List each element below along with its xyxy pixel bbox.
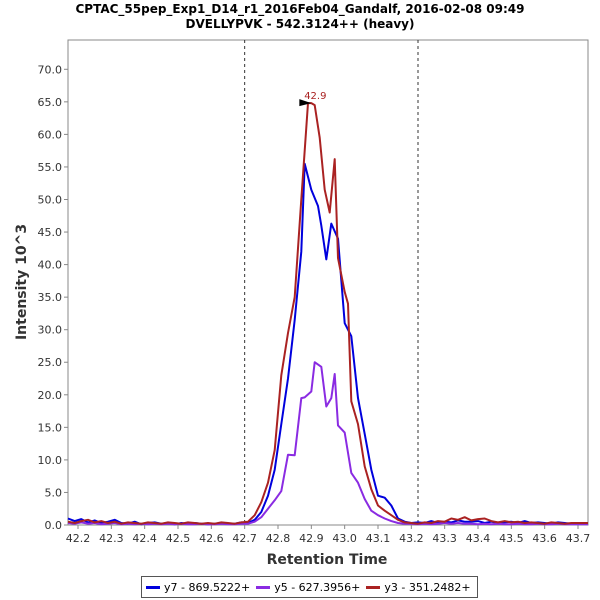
legend-swatch-y3 bbox=[366, 585, 381, 589]
y-tick-label: 0.0 bbox=[45, 519, 63, 532]
y-tick-label: 25.0 bbox=[38, 356, 63, 369]
peak-label: 42.9 bbox=[304, 91, 326, 102]
y-axis-ticks: 0.0 5.0 10.0 15.0 20.0 25.0 30.0 35.0 40.0 45.0 50… bbox=[38, 63, 68, 532]
legend-item-y5: y5 - 627.3956+ bbox=[256, 581, 360, 594]
y-tick-label: 55.0 bbox=[38, 161, 63, 174]
y-tick-label: 20.0 bbox=[38, 389, 63, 402]
y-tick-label: 10.0 bbox=[38, 454, 63, 467]
legend-label-y3: y3 - 351.2482+ bbox=[384, 580, 471, 594]
x-tick-label: 42.4 bbox=[132, 532, 157, 545]
x-tick-label: 43.1 bbox=[366, 532, 391, 545]
legend-item-y3: y3 - 351.2482+ bbox=[366, 580, 471, 594]
x-tick-label: 43.3 bbox=[432, 532, 457, 545]
legend-swatch-y5 bbox=[256, 585, 271, 589]
x-tick-label: 43.6 bbox=[532, 532, 557, 545]
x-tick-label: 43.5 bbox=[499, 532, 524, 545]
y-tick-label: 15.0 bbox=[38, 421, 63, 434]
chart-subtitle: DVELLYPVK - 542.3124++ (heavy) bbox=[185, 17, 415, 31]
x-tick-label: 42.6 bbox=[199, 532, 224, 545]
y-tick-label: 30.0 bbox=[38, 324, 63, 337]
legend-label-y7: y7 - 869.5222+ bbox=[164, 580, 251, 594]
peak-annotation-group: 42.9 bbox=[299, 91, 326, 107]
peak-marker-icon bbox=[299, 99, 312, 107]
y-tick-label: 60.0 bbox=[38, 128, 63, 141]
x-tick-label: 42.3 bbox=[99, 532, 124, 545]
x-tick-label: 42.7 bbox=[232, 532, 257, 545]
y-tick-label: 45.0 bbox=[38, 226, 63, 239]
x-tick-label: 42.8 bbox=[266, 532, 291, 545]
legend-item-y7: y7 - 869.5222+ bbox=[146, 581, 250, 594]
x-tick-label: 43.7 bbox=[566, 532, 591, 545]
y-tick-label: 65.0 bbox=[38, 96, 63, 109]
y-tick-label: 40.0 bbox=[38, 259, 63, 272]
x-tick-label: 43.2 bbox=[399, 532, 424, 545]
plot-area bbox=[67, 39, 589, 526]
y-tick-label: 5.0 bbox=[45, 486, 63, 499]
series-lines bbox=[67, 102, 588, 526]
x-tick-label: 42.9 bbox=[299, 532, 324, 545]
y-axis-label: Intensity 10^3 bbox=[14, 224, 30, 340]
legend: y7 - 869.5222+ y5 - 627.3956+ y3 - 351.2… bbox=[141, 576, 478, 598]
x-tick-label: 42.2 bbox=[66, 532, 91, 545]
legend-label-y5: y5 - 627.3956+ bbox=[274, 580, 361, 594]
series-line-y3 bbox=[67, 102, 588, 525]
chart-title: CPTAC_55pep_Exp1_D14_r1_2016Feb04_Gandal… bbox=[75, 2, 525, 16]
x-tick-label: 42.5 bbox=[166, 532, 191, 545]
integration-boundaries bbox=[244, 40, 419, 525]
x-tick-label: 43.0 bbox=[332, 532, 357, 545]
y-tick-label: 35.0 bbox=[38, 291, 63, 304]
y-tick-label: 70.0 bbox=[38, 63, 63, 76]
x-tick-label: 43.4 bbox=[466, 532, 491, 545]
legend-swatch-y7 bbox=[146, 585, 160, 589]
x-axis-label: Retention Time bbox=[267, 552, 388, 568]
x-axis-ticks: 42.2 42.3 42.4 42.5 42.6 42.7 42.8 42.9 43.0 43.1… bbox=[66, 525, 591, 545]
y-tick-label: 50.0 bbox=[38, 193, 63, 206]
